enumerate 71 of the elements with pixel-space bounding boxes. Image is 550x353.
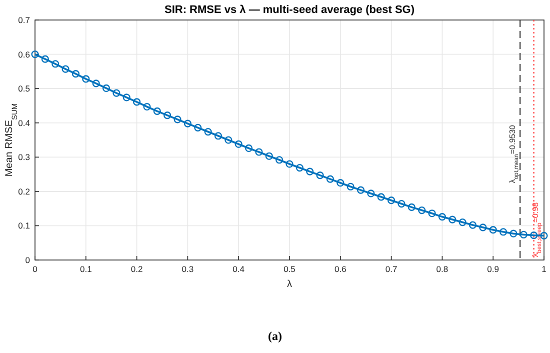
point <box>306 168 314 176</box>
point <box>184 120 192 128</box>
point <box>428 210 436 218</box>
point <box>164 112 172 120</box>
point <box>336 179 344 187</box>
point <box>468 221 477 229</box>
point <box>194 124 202 132</box>
y-tick-label: 0.5 <box>18 84 30 94</box>
y-tick-label: 0.6 <box>18 49 30 60</box>
x-tick-label: 0.7 <box>385 264 398 274</box>
point <box>112 89 120 97</box>
point <box>255 148 263 156</box>
point <box>265 152 273 160</box>
point <box>31 50 39 58</box>
point <box>388 196 396 204</box>
point <box>234 140 242 148</box>
point <box>244 144 253 152</box>
x-tick-label: 0.2 <box>130 264 143 274</box>
point <box>153 107 161 115</box>
point <box>72 70 80 78</box>
point <box>479 224 487 232</box>
x-tick-label: 0.9 <box>487 264 500 274</box>
point <box>52 60 60 68</box>
point <box>82 75 90 83</box>
point <box>448 216 456 224</box>
point <box>286 160 294 168</box>
point <box>418 206 426 214</box>
x-tick-label: 0 <box>32 264 38 274</box>
point <box>398 200 406 208</box>
x-tick-label: 0.8 <box>436 264 448 274</box>
x-tick-label: 0.4 <box>232 264 245 274</box>
y-tick-label: 0.1 <box>18 220 30 231</box>
point <box>458 218 466 226</box>
x-tick-label: 0.3 <box>182 264 194 274</box>
x-axis-title: λ <box>287 279 292 290</box>
point <box>276 156 284 164</box>
point <box>224 136 232 144</box>
point <box>122 94 130 102</box>
point <box>489 226 497 234</box>
point <box>510 230 518 238</box>
point <box>367 190 375 198</box>
chart-title: SIR: RMSE vs λ — multi-seed average (best SG) <box>164 4 415 16</box>
point <box>92 80 100 88</box>
point <box>346 182 354 190</box>
point <box>438 213 446 221</box>
point <box>143 102 151 111</box>
point <box>41 55 49 63</box>
point <box>316 172 324 180</box>
y-tick-label: 0.3 <box>18 152 30 162</box>
point <box>356 186 365 194</box>
x-tick-label: 0.6 <box>334 264 347 274</box>
point <box>174 116 182 124</box>
x-tick-label: 0.5 <box>284 264 296 274</box>
point <box>326 175 334 183</box>
point <box>520 230 528 238</box>
point <box>499 228 508 236</box>
y-tick-label: 0 <box>25 255 30 265</box>
point <box>408 203 416 211</box>
point <box>204 128 212 136</box>
y-tick-label: 0.7 <box>18 15 30 25</box>
x-tick-label: 0.1 <box>80 264 92 274</box>
y-tick-label: 0.2 <box>18 186 30 196</box>
x-tick-label: 1 <box>542 264 547 274</box>
point <box>133 98 141 106</box>
point <box>62 65 70 73</box>
point <box>214 132 222 140</box>
text: (a) <box>268 329 282 343</box>
y-tick-label: 0.4 <box>18 118 30 128</box>
point <box>102 84 110 92</box>
point <box>296 164 304 172</box>
point <box>377 193 385 201</box>
